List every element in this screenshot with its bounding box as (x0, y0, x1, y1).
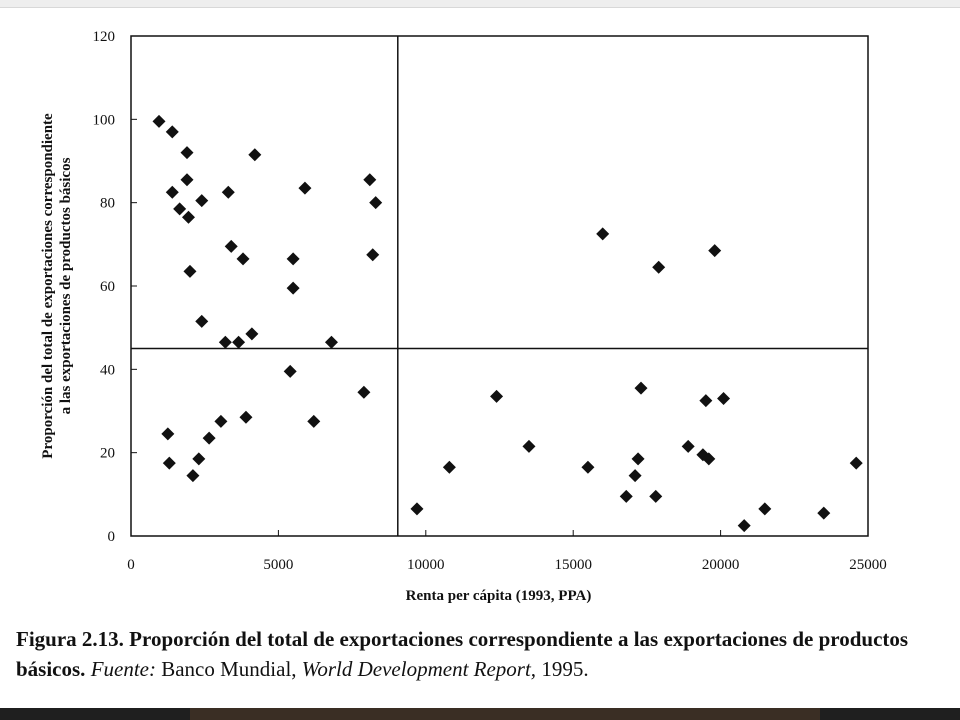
data-point-diamond (283, 364, 297, 378)
x-tick-label: 25000 (849, 557, 887, 573)
data-point-diamond (221, 185, 235, 199)
reference-lines (131, 36, 868, 536)
data-point-diamond (619, 489, 633, 503)
x-tick-label: 5000 (263, 557, 293, 573)
data-point-diamond (162, 456, 176, 470)
y-tick-label: 40 (100, 362, 115, 378)
data-point-diamond (245, 327, 259, 341)
data-point-diamond (232, 335, 246, 349)
y-axis-title-line1: Proporción del total de exportaciones co… (40, 113, 56, 459)
x-tick-label: 20000 (702, 557, 740, 573)
data-point-diamond (202, 431, 216, 445)
data-point-diamond (236, 252, 250, 266)
y-axis-title-line2: a las exportaciones de productos básicos (58, 157, 74, 414)
data-point-diamond (490, 389, 504, 403)
data-point-diamond (180, 173, 194, 187)
y-tick-label: 120 (93, 29, 116, 45)
data-point-diamond (286, 252, 300, 266)
data-point-diamond (717, 392, 731, 405)
data-point-diamond (708, 244, 722, 258)
data-point-diamond (173, 202, 187, 216)
data-point-diamond (195, 314, 209, 328)
y-tick-label: 100 (93, 112, 116, 128)
y-axis-title: Proporción del total de exportaciones co… (40, 113, 74, 459)
data-point-diamond (248, 148, 262, 162)
scatter-chart: 0 20 40 60 80 100 120 0 5000 10000 15000 20000 25000… (40, 29, 887, 604)
data-point-diamond (186, 469, 200, 483)
data-point-diamond (628, 469, 642, 483)
data-point-diamond (195, 194, 209, 208)
y-tick-label: 80 (100, 196, 115, 212)
y-tick-label: 60 (100, 279, 115, 295)
data-point-diamond (307, 414, 321, 428)
figure-title: Proporción del total de exportaciones co… (16, 627, 909, 681)
data-point-diamond (298, 181, 312, 195)
data-point-diamond (817, 506, 831, 520)
data-point-diamond (161, 427, 175, 441)
taskbar-icons-strip (190, 708, 820, 720)
data-point-diamond (702, 452, 716, 466)
data-point-diamond (369, 196, 383, 210)
data-point-diamond (758, 502, 772, 516)
data-point-diamond (324, 335, 338, 349)
plot-frame (130, 35, 869, 537)
y-tick-label: 0 (108, 529, 116, 545)
figure-label: Figura 2.13. (16, 627, 124, 651)
data-points (152, 114, 863, 533)
data-point-diamond (522, 439, 536, 453)
data-point-diamond (152, 114, 166, 128)
x-axis-title: Renta per cápita (1993, PPA) (406, 588, 592, 604)
data-point-diamond (634, 381, 648, 395)
data-point-diamond (737, 519, 751, 533)
data-point-diamond (165, 185, 179, 199)
data-point-diamond (192, 452, 206, 466)
taskbar-strip (0, 708, 960, 720)
x-tick-label: 15000 (554, 557, 592, 573)
data-point-diamond (631, 452, 645, 466)
data-point-diamond (596, 227, 610, 241)
data-point-diamond (699, 394, 713, 408)
x-tick-label: 0 (127, 557, 135, 573)
source-year: 1995. (541, 657, 589, 681)
data-point-diamond (366, 248, 380, 262)
data-point-diamond (224, 239, 238, 253)
axis-ticks: 0 20 40 60 80 100 120 0 5000 10000 15000 20000 25000 (93, 29, 887, 573)
data-point-diamond (183, 264, 197, 278)
data-point-diamond (357, 385, 371, 399)
data-point-diamond (649, 489, 663, 503)
x-tick-label: 10000 (407, 557, 445, 573)
data-point-diamond (180, 146, 194, 160)
data-point-diamond (165, 125, 179, 139)
data-point-diamond (581, 460, 595, 474)
data-point-diamond (849, 456, 863, 470)
data-point-diamond (181, 210, 195, 224)
source-report: World Development Report, (301, 657, 537, 681)
data-point-diamond (218, 335, 232, 349)
data-point-diamond (410, 502, 424, 516)
data-point-diamond (363, 173, 377, 187)
data-point-diamond (442, 460, 456, 474)
y-tick-label: 20 (100, 446, 115, 462)
data-point-diamond (652, 260, 666, 274)
data-point-diamond (214, 414, 228, 428)
data-point-diamond (239, 410, 253, 424)
source-label: Fuente: (90, 657, 156, 681)
data-point-diamond (286, 281, 300, 295)
figure-caption: Figura 2.13. Proporción del total de exp… (16, 624, 946, 684)
source-org: Banco Mundial, (161, 657, 297, 681)
top-edge (0, 0, 960, 8)
data-point-diamond (681, 439, 695, 453)
